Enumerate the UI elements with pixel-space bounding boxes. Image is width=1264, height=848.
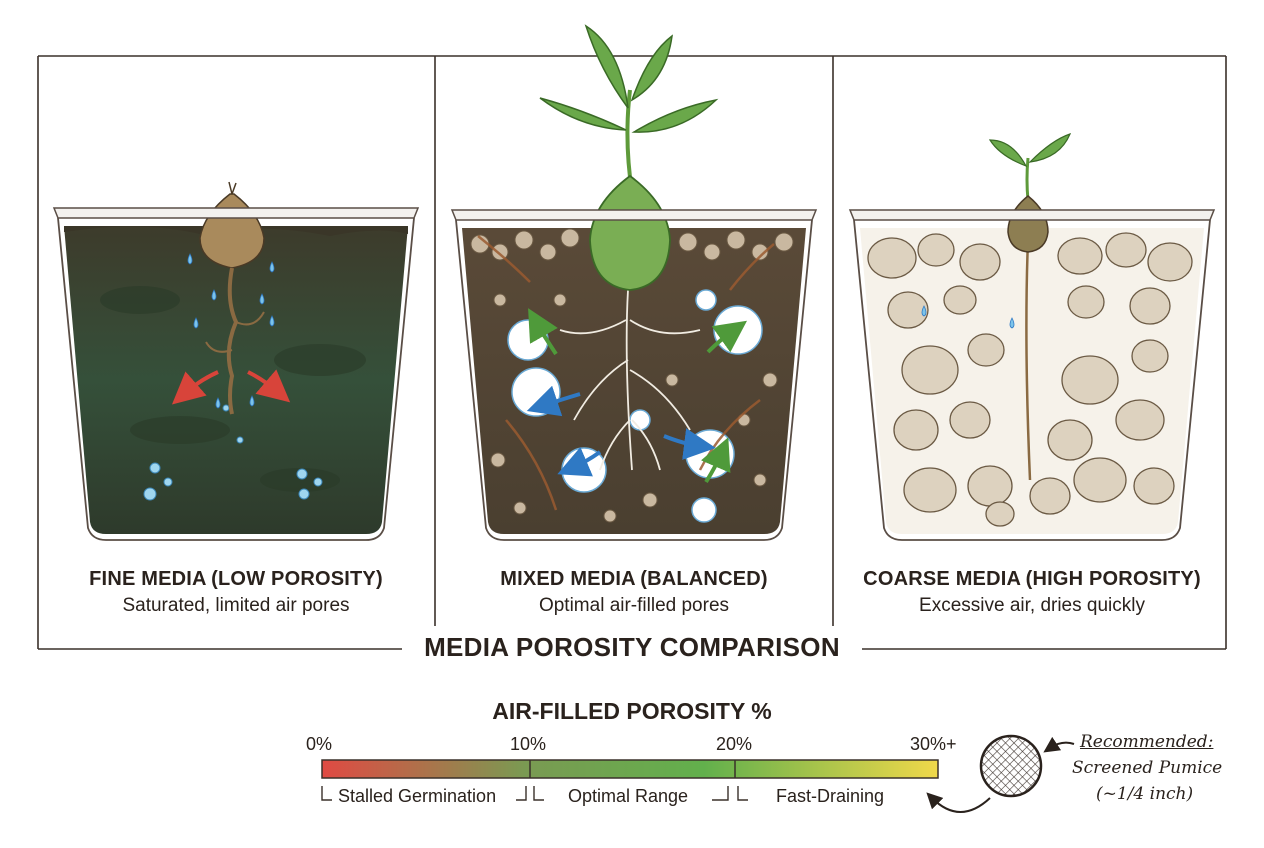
panel-title-mixed: MIXED MEDIA (BALANCED) — [435, 568, 833, 591]
coarse-media-cup — [848, 133, 1216, 541]
panel-title-coarse-paren: (HIGH POROSITY) — [1025, 568, 1201, 590]
note-pointer-arrow — [1043, 736, 1075, 753]
panel-frame — [37, 55, 1227, 650]
pumice-icon — [979, 734, 1043, 798]
panel-label-coarse: COARSE MEDIA (HIGH POROSITY) Excessive a… — [833, 568, 1231, 617]
scale-tick-0: 0% — [306, 734, 333, 754]
panel-label-fine: FINE MEDIA (LOW POROSITY) Saturated, lim… — [37, 568, 435, 617]
recommendation-line2: (~1/4 inch) — [1096, 784, 1194, 804]
scale-tick-20: 20% — [716, 734, 753, 754]
panel-caption-mixed: Optimal air-filled pores — [538, 595, 730, 616]
panel-caption-fine: Saturated, limited air pores — [122, 595, 350, 616]
range-optimal: Optimal Range — [568, 786, 689, 806]
panel-label-mixed: MIXED MEDIA (BALANCED) Optimal air-fille… — [435, 568, 833, 617]
scale-tick-10: 10% — [510, 734, 547, 754]
panel-title-fine-paren: (LOW POROSITY) — [211, 568, 383, 590]
range-stalled-germination: Stalled Germination — [338, 786, 497, 806]
panel-title-fine: FINE MEDIA (LOW POROSITY) — [37, 568, 435, 591]
scale-tick-30: 30%+ — [910, 734, 957, 754]
fine-media-cup — [52, 181, 420, 541]
scale-pointer-arrow — [926, 792, 991, 813]
scale-title: AIR-FILLED POROSITY % — [492, 698, 772, 724]
range-fast-draining: Fast-Draining — [776, 786, 885, 806]
panel-title-mixed-main: MIXED MEDIA — [500, 568, 636, 590]
panel-title-coarse-main: COARSE MEDIA — [863, 568, 1022, 590]
recommendation-heading: Recommended: — [1080, 732, 1214, 752]
main-title: MEDIA POROSITY COMPARISON — [424, 632, 840, 662]
recommendation-line1: Screened Pumice — [1072, 758, 1223, 778]
panel-title-coarse: COARSE MEDIA (HIGH POROSITY) — [833, 568, 1231, 591]
mixed-media-cup — [450, 24, 818, 541]
porosity-scale — [321, 759, 939, 801]
panel-title-mixed-paren: (BALANCED) — [640, 568, 768, 590]
panel-caption-coarse: Excessive air, dries quickly — [919, 595, 1145, 616]
panel-title-fine-main: FINE MEDIA — [89, 568, 207, 590]
